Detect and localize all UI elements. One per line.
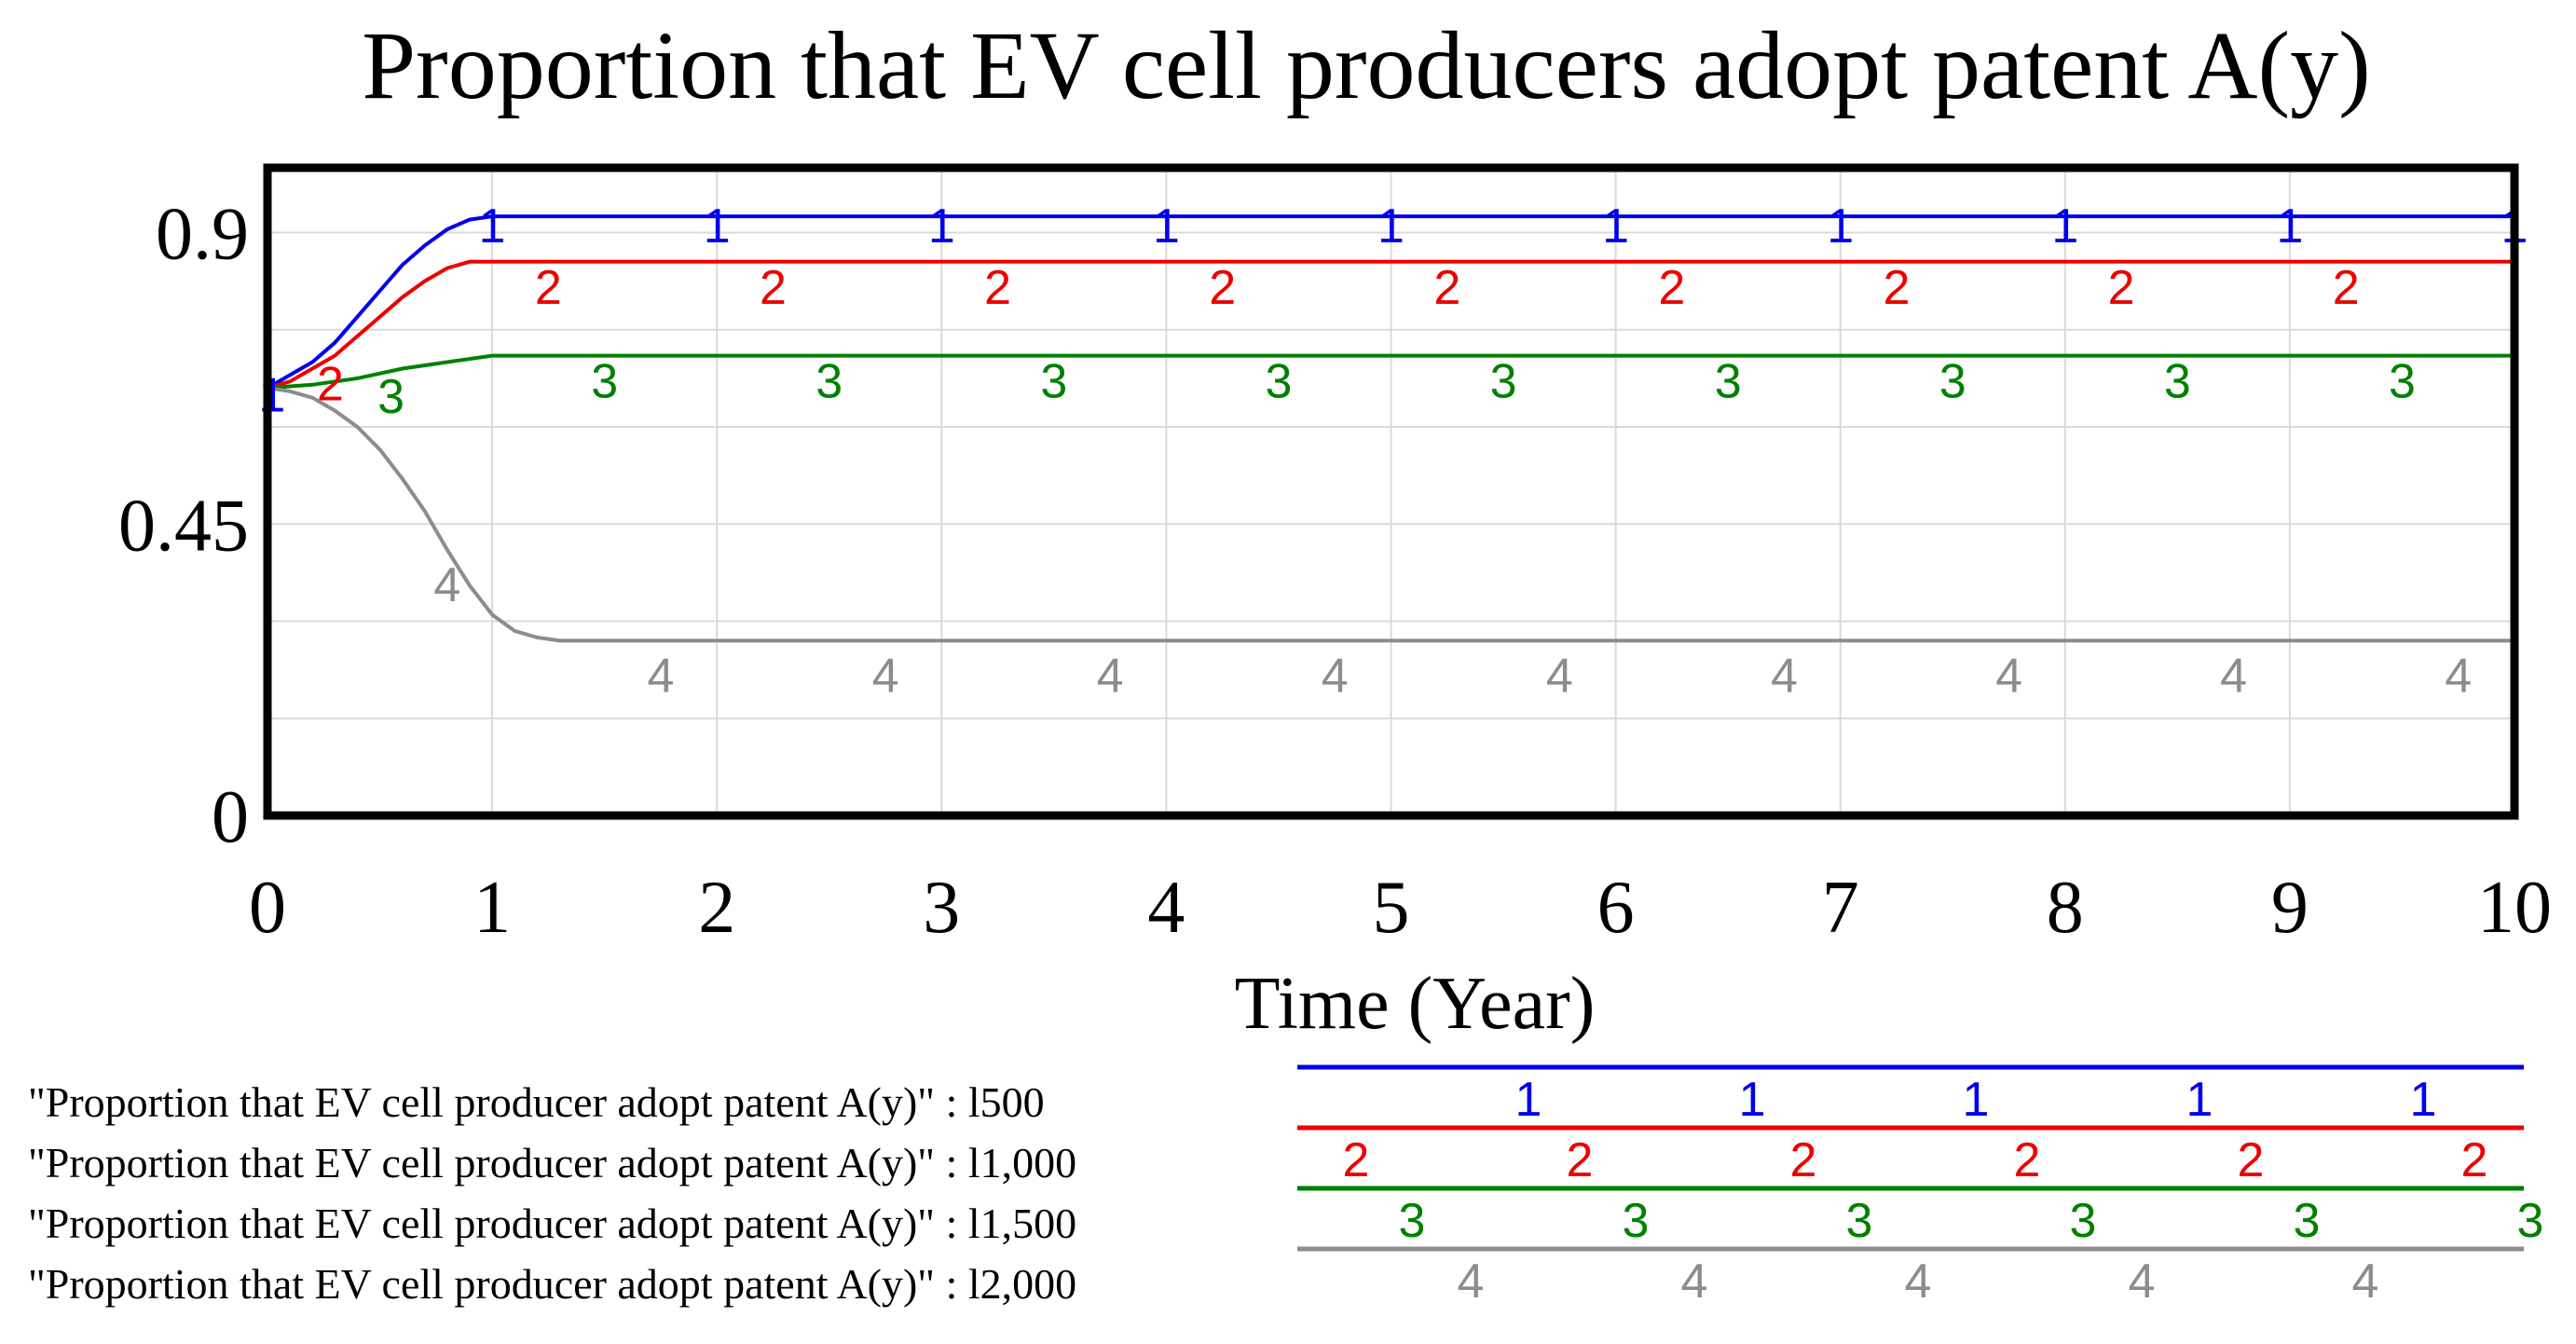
legend-label-3: "Proportion that EV cell producer adopt … xyxy=(28,1200,1076,1247)
series-marker-3: 3 xyxy=(1715,355,1742,409)
legend-marker-3: 3 xyxy=(1623,1194,1650,1248)
series-marker-4: 4 xyxy=(1322,649,1349,703)
x-tick-label: 9 xyxy=(2271,867,2309,949)
y-tick-label: 0.45 xyxy=(118,485,249,567)
series-line-3 xyxy=(267,353,2514,391)
series-marker-1: 1 xyxy=(2051,199,2078,254)
legend-marker-4: 4 xyxy=(1905,1255,1932,1309)
series-marker-4: 4 xyxy=(1771,649,1798,703)
legend-marker-3: 3 xyxy=(2070,1194,2097,1248)
series-marker-3: 3 xyxy=(377,370,404,424)
legend-marker-1: 1 xyxy=(1963,1073,1990,1127)
y-tick-label: 0.9 xyxy=(156,194,249,276)
x-tick-label: 6 xyxy=(1597,867,1635,949)
legend-marker-1: 1 xyxy=(1515,1073,1542,1127)
grid xyxy=(267,168,2514,816)
series-marker-4: 4 xyxy=(872,649,899,703)
legend-marker-3: 3 xyxy=(2294,1194,2321,1248)
series-marker-2: 2 xyxy=(760,261,787,315)
series-marker-4: 4 xyxy=(1097,649,1124,703)
y-tick-label: 0 xyxy=(212,776,249,858)
legend-marker-3: 3 xyxy=(2517,1194,2544,1248)
plot-frame xyxy=(263,163,2519,820)
x-tick-label: 2 xyxy=(698,867,735,949)
series-marker-1: 1 xyxy=(1827,199,1854,254)
series-marker-4: 4 xyxy=(2220,649,2247,703)
y-axis-ticks: 0 0.45 0.9 xyxy=(118,194,249,859)
series-marker-4: 4 xyxy=(433,558,460,612)
x-tick-label: 0 xyxy=(249,867,286,949)
series-lines xyxy=(267,214,2514,643)
legend-marker-2: 2 xyxy=(1343,1133,1370,1187)
legend-label-4: "Proportion that EV cell producer adopt … xyxy=(28,1260,1076,1308)
legend-marker-2: 2 xyxy=(2014,1133,2041,1187)
series-marker-2: 2 xyxy=(1658,261,1685,315)
x-axis-ticks: 0 1 2 3 4 5 6 7 8 9 10 xyxy=(249,867,2552,949)
series-marker-2: 2 xyxy=(1209,261,1236,315)
series-marker-1: 1 xyxy=(2276,199,2303,254)
legend-marker-1: 1 xyxy=(2186,1073,2213,1127)
series-marker-1: 1 xyxy=(1602,199,1629,254)
legend-marker-4: 4 xyxy=(1681,1255,1708,1309)
series-marker-3: 3 xyxy=(1939,355,1966,409)
legend-marker-2: 2 xyxy=(2461,1133,2488,1187)
chart-title: Proportion that EV cell producers adopt … xyxy=(362,12,2371,119)
series-marker-3: 3 xyxy=(2164,355,2191,409)
x-tick-label: 3 xyxy=(923,867,960,949)
series-marker-2: 2 xyxy=(535,261,562,315)
series-marker-3: 3 xyxy=(1490,355,1517,409)
legend-marker-4: 4 xyxy=(2352,1255,2379,1309)
series-marker-1: 1 xyxy=(479,199,506,254)
series-marker-1: 1 xyxy=(704,199,731,254)
x-axis-label: Time (Year) xyxy=(1235,963,1596,1045)
series-markers: 11 1 1 1 1 1 1 1 1 122 2 2 2 2 2 2 2 23 3 3 3 3 3 3 3 3 344 4 4 4 4 4 4 4… xyxy=(258,199,2528,703)
series-marker-3: 3 xyxy=(1265,355,1292,409)
legend-marker-2: 2 xyxy=(1567,1133,1594,1187)
series-line-2 xyxy=(267,259,2514,391)
series-line-4 xyxy=(267,386,2514,643)
series-marker-3: 3 xyxy=(1040,355,1067,409)
x-tick-label: 7 xyxy=(1822,867,1859,949)
legend-label-1: "Proportion that EV cell producer adopt … xyxy=(28,1078,1045,1126)
series-marker-4: 4 xyxy=(1995,649,2022,703)
series-marker-4: 4 xyxy=(1546,649,1573,703)
legend-marker-1: 1 xyxy=(1739,1073,1766,1127)
series-line-1 xyxy=(267,214,2514,391)
series-marker-3: 3 xyxy=(2389,355,2416,409)
legend-marker-4: 4 xyxy=(1458,1255,1485,1309)
legend: "Proportion that EV cell producer adopt … xyxy=(28,1064,2544,1309)
series-marker-2: 2 xyxy=(984,261,1011,315)
x-tick-label: 8 xyxy=(2047,867,2084,949)
x-tick-label: 4 xyxy=(1147,867,1185,949)
legend-marker-4: 4 xyxy=(2129,1255,2156,1309)
series-marker-1: 1 xyxy=(1377,199,1404,254)
legend-marker-3: 3 xyxy=(1399,1194,1426,1248)
series-marker-1: 1 xyxy=(928,199,955,254)
series-marker-2: 2 xyxy=(1433,261,1460,315)
x-tick-label: 5 xyxy=(1373,867,1410,949)
legend-marker-2: 2 xyxy=(2238,1133,2265,1187)
x-tick-label: 10 xyxy=(2477,867,2552,949)
x-tick-label: 1 xyxy=(473,867,511,949)
legend-marker-3: 3 xyxy=(1846,1194,1873,1248)
legend-marker-1: 1 xyxy=(2410,1073,2437,1127)
series-marker-1: 1 xyxy=(1153,199,1180,254)
series-marker-4: 4 xyxy=(2445,649,2472,703)
series-marker-2: 2 xyxy=(2333,261,2360,315)
series-marker-2: 2 xyxy=(2108,261,2135,315)
series-marker-3: 3 xyxy=(591,355,618,409)
series-marker-4: 4 xyxy=(647,649,674,703)
series-marker-2: 2 xyxy=(1884,261,1911,315)
legend-marker-2: 2 xyxy=(1790,1133,1817,1187)
series-marker-2: 2 xyxy=(317,357,344,411)
series-marker-1: 1 xyxy=(258,369,285,423)
legend-label-2: "Proportion that EV cell producer adopt … xyxy=(28,1139,1076,1186)
series-marker-3: 3 xyxy=(815,355,843,409)
